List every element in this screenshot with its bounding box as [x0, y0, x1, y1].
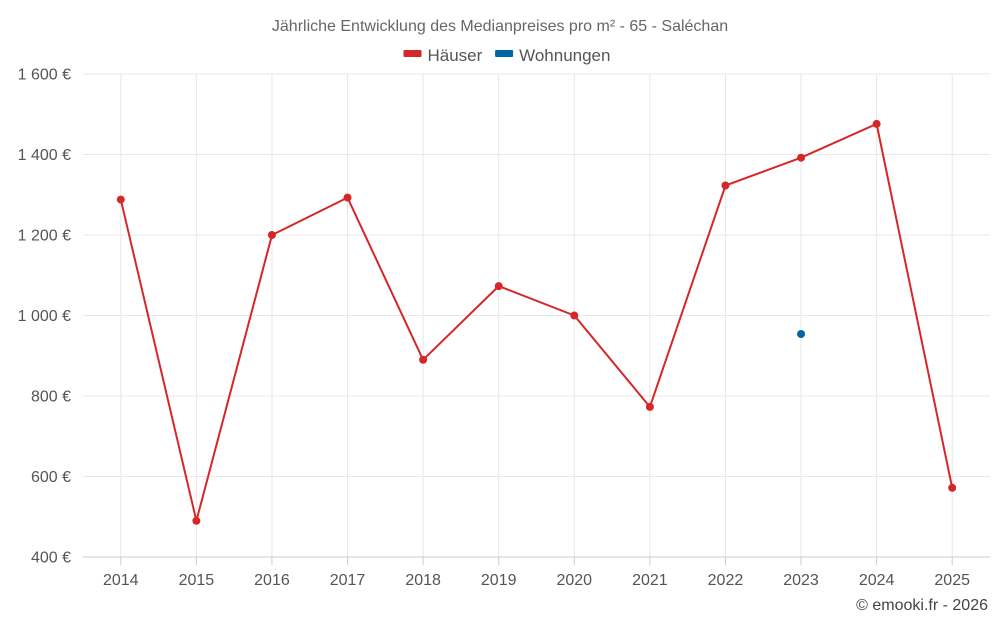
x-tick-label: 2016 [254, 572, 290, 589]
x-tick-label: 2025 [934, 572, 970, 589]
data-point[interactable] [948, 483, 957, 492]
x-tick-label: 2018 [405, 572, 441, 589]
x-tick-label: 2024 [859, 572, 895, 589]
legend-swatch [403, 50, 422, 57]
grid [83, 73, 990, 557]
legend: Häuser Wohnungen [403, 46, 610, 65]
x-tick-label: 2015 [179, 572, 215, 589]
y-tick-label: 400 € [31, 550, 71, 567]
legend-label: Wohnungen [519, 46, 610, 65]
data-point[interactable] [721, 181, 730, 190]
y-tick-label: 600 € [31, 469, 71, 486]
series-2 [797, 330, 806, 339]
y-tick-label: 1 400 € [18, 147, 71, 164]
credit-text: © emooki.fr - 2026 [856, 597, 988, 614]
x-tick-label: 2014 [103, 572, 139, 589]
x-tick-label: 2022 [708, 572, 744, 589]
data-point[interactable] [494, 282, 503, 291]
data-point[interactable] [797, 330, 806, 339]
y-tick-label: 1 600 € [18, 67, 71, 84]
data-point[interactable] [645, 402, 654, 411]
legend-swatch [495, 50, 514, 57]
legend-label: Häuser [428, 46, 483, 65]
x-tick-label: 2021 [632, 572, 668, 589]
data-point[interactable] [343, 193, 352, 202]
y-axis: 400 € 600 € 800 € 1 000 € 1 200 € 1 400 € 1 60… [18, 67, 71, 567]
x-tick-label: 2020 [556, 572, 592, 589]
y-tick-label: 1 200 € [18, 228, 71, 245]
y-tick-label: 1 000 € [18, 308, 71, 325]
data-point[interactable] [267, 231, 276, 239]
x-tick-label: 2023 [783, 572, 819, 589]
legend-item-2[interactable]: Wohnungen [495, 46, 610, 65]
data-point[interactable] [570, 311, 579, 320]
x-axis: 2014 2015 2016 2017 2018 2019 2020 2021 2022 2023… [83, 556, 990, 589]
data-point[interactable] [872, 119, 881, 128]
x-tick-label: 2019 [481, 572, 517, 589]
data-point[interactable] [192, 516, 201, 525]
data-point[interactable] [116, 195, 125, 204]
chart-title: Jährliche Entwicklung des Medianpreises … [272, 18, 728, 35]
legend-item-1[interactable]: Häuser [403, 46, 483, 65]
data-point[interactable] [797, 153, 806, 162]
series-line [119, 122, 954, 522]
series-layer [116, 119, 957, 525]
series-1 [116, 119, 957, 525]
data-point[interactable] [419, 355, 428, 364]
x-tick-label: 2017 [330, 572, 366, 589]
y-tick-label: 800 € [31, 389, 71, 406]
